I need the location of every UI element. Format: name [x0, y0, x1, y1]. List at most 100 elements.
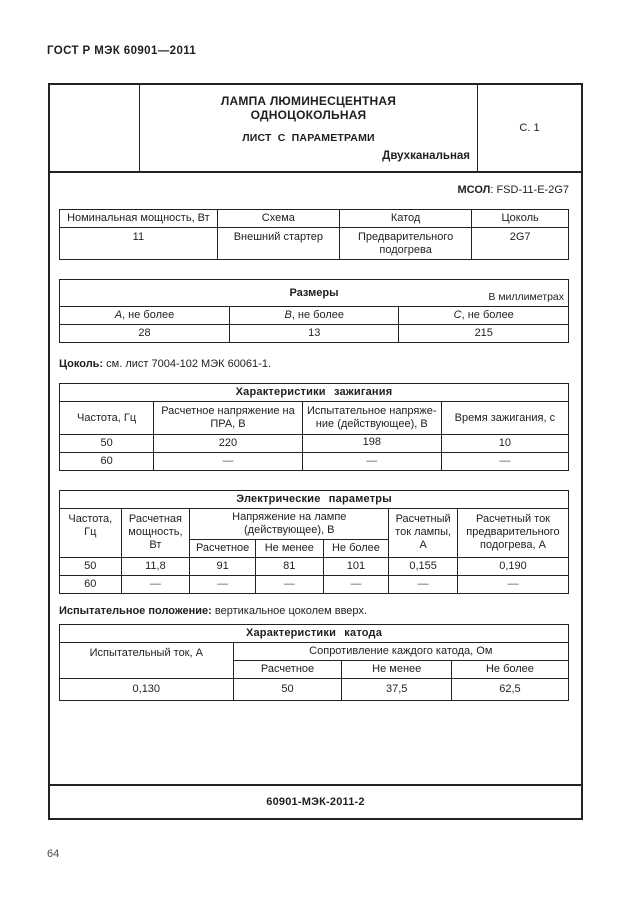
data-cell: 13 [228, 324, 400, 343]
test-position-label: Испытательное положение: [59, 605, 212, 617]
header-cell: Время зажигания, с [440, 401, 570, 435]
header-cell: Номинальная мощность, Вт [59, 209, 218, 228]
data-cell: — [456, 575, 570, 594]
header-cell: Расчетное [232, 660, 343, 679]
table-row: 28 13 215 [59, 324, 569, 343]
table-title: Характеристики зажигания [59, 383, 569, 402]
cathode-characteristics-table: Характеристики катода Испытательный ток,… [59, 624, 570, 701]
data-cell: 11 [59, 227, 218, 260]
data-cell: — [120, 575, 191, 594]
dimensions-table: Размеры В миллиметрах A, не более B, не … [59, 279, 569, 343]
mcol-label: МСОЛ [457, 184, 491, 196]
header-cell: Частота, Гц [58, 401, 155, 435]
dimensions-title-cell: Размеры В миллиметрах [59, 279, 569, 307]
dim-letter: C [453, 309, 462, 321]
data-cell: 220 [153, 434, 303, 453]
data-cell: 50 [232, 678, 343, 701]
data-cell: Предварительного подо­грева [338, 227, 473, 260]
standard-designation: ГОСТ Р МЭК 60901—2011 [47, 45, 197, 57]
header-cell: Не более [450, 660, 570, 679]
general-parameters-table: Номинальная мощность, Вт Схема Катод Цок… [59, 209, 569, 260]
data-cell: 11,8 [120, 557, 191, 576]
dimensions-title: Размеры [289, 286, 339, 299]
header-cell: Схема [216, 209, 340, 228]
data-cell: — [254, 575, 324, 594]
test-position-text: вертикальное цоколем вверх. [211, 605, 367, 617]
header-cell: Частота, Гц [59, 508, 122, 558]
data-cell: 62,5 [450, 678, 570, 701]
table-row: 50 220 198 10 [58, 434, 570, 453]
lamp-title: ЛАМПА ЛЮМИНЕСЦЕНТНАЯ ОДНОЦОКОЛЬНАЯ [140, 94, 477, 122]
header-cell: Сопротивление каждого катода, Ом [232, 642, 570, 661]
table-header-row: Частота, Гц Расчетное напряжение на ПРА,… [58, 401, 570, 435]
lamp-title-line2: ОДНОЦОКОЛЬНАЯ [250, 108, 367, 122]
table-row: 60 — — — [58, 452, 570, 471]
title-block-main: ЛАМПА ЛЮМИНЕСЦЕНТНАЯ ОДНОЦОКОЛЬНАЯ ЛИСТ … [140, 85, 477, 171]
page-number: 64 [47, 848, 60, 860]
table-row: 50 11,8 91 81 101 0,155 0,190 [59, 557, 570, 576]
dim-letter: B [284, 309, 292, 321]
data-cell: — [388, 575, 458, 594]
table-row: 60 — — — — — — [59, 575, 570, 594]
data-cell: 101 [322, 557, 390, 576]
data-cell: 50 [58, 434, 155, 453]
title-block-empty-cell [50, 85, 140, 171]
data-cell: 50 [59, 557, 122, 576]
header-cell: A, не более [59, 306, 230, 325]
lamp-title-line1: ЛАМПА ЛЮМИНЕСЦЕНТНАЯ [220, 94, 397, 108]
data-cell: — [153, 452, 303, 471]
table-header-row: Номинальная мощность, Вт Схема Катод Цок… [59, 209, 569, 228]
data-cell: 215 [398, 324, 569, 343]
header-cell: Напряжение на лампе (действующее), В [189, 508, 390, 540]
header-cell: Не менее [341, 660, 452, 679]
parameter-sheet-frame: ЛАМПА ЛЮМИНЕСЦЕНТНАЯ ОДНОЦОКОЛЬНАЯ ЛИСТ … [48, 83, 583, 820]
header-cell: Катод [338, 209, 473, 228]
ignition-characteristics-table: Характеристики зажигания Частота, Гц Рас… [58, 383, 570, 471]
data-cell: 198 [301, 434, 442, 453]
sheet-subtitle: ЛИСТ С ПАРАМЕТРАМИ [242, 132, 375, 144]
dim-caption: , не более [122, 309, 175, 321]
data-cell: 81 [254, 557, 324, 576]
data-cell: 0,190 [456, 557, 570, 576]
page-ref-cell: С. 1 [477, 85, 581, 171]
cap-note: Цоколь: см. лист 7004-102 МЭК 60061-1. [59, 358, 569, 370]
header-cell: Расчетное напряжение на ПРА, В [153, 401, 303, 435]
test-position-note: Испытательное положение: вертикальное цо… [59, 605, 569, 617]
data-cell: — [301, 452, 442, 471]
header-cell: Расчетное [189, 539, 256, 558]
table-row: 0,130 50 37,5 62,5 [59, 678, 570, 701]
table-header-row: Частота, Гц Расчетная мощность, Вт Напря… [59, 508, 570, 558]
table-title-row: Характеристики зажигания [59, 383, 569, 402]
sheet-content: МСОЛ: FSD-11-E-2G7 Номинальная мощность,… [50, 184, 581, 701]
header-cell: Расчетный ток предварительного подогрева… [456, 508, 570, 558]
cap-note-label: Цоколь: [59, 358, 104, 370]
mcol-value: : FSD-11-E-2G7 [490, 184, 569, 196]
data-cell: 37,5 [341, 678, 452, 701]
data-cell: 0,130 [59, 678, 234, 701]
mcol-code-line: МСОЛ: FSD-11-E-2G7 [59, 184, 570, 196]
table-title-row: Размеры В миллиметрах [59, 279, 569, 307]
lamp-variant: Двухканальная [382, 150, 470, 162]
electrical-parameters-table: Электрические параметры Частота, Гц Расч… [59, 490, 570, 594]
table-title: Характеристики катода [59, 624, 569, 643]
header-cell: B, не более [228, 306, 400, 325]
table-title: Электрические параметры [59, 490, 569, 509]
table-title-row: Электрические параметры [59, 490, 569, 509]
table-header-row: Испытательный ток, А Сопротивление каждо… [59, 642, 570, 679]
header-cell: Расчетная мощность, Вт [120, 508, 191, 558]
page-ref: С. 1 [519, 122, 540, 134]
data-cell: 91 [189, 557, 256, 576]
sheet-footer-code: 60901-МЭК-2011-2 [50, 784, 581, 818]
cap-note-text: см. лист 7004-102 МЭК 60061-1. [103, 358, 271, 370]
table-header-row: Расчетное Не менее Не более [60, 660, 570, 679]
header-cell: Испытательное напряже­ние (действующее),… [301, 401, 442, 435]
data-cell: — [189, 575, 256, 594]
dim-letter: A [114, 309, 123, 321]
data-cell: 60 [59, 575, 122, 594]
table-title-row: Характеристики катода [59, 624, 569, 643]
header-cell: Цоколь [471, 209, 569, 228]
dim-caption: , не более [461, 309, 514, 321]
data-cell: 2G7 [471, 227, 569, 260]
data-cell: — [322, 575, 390, 594]
